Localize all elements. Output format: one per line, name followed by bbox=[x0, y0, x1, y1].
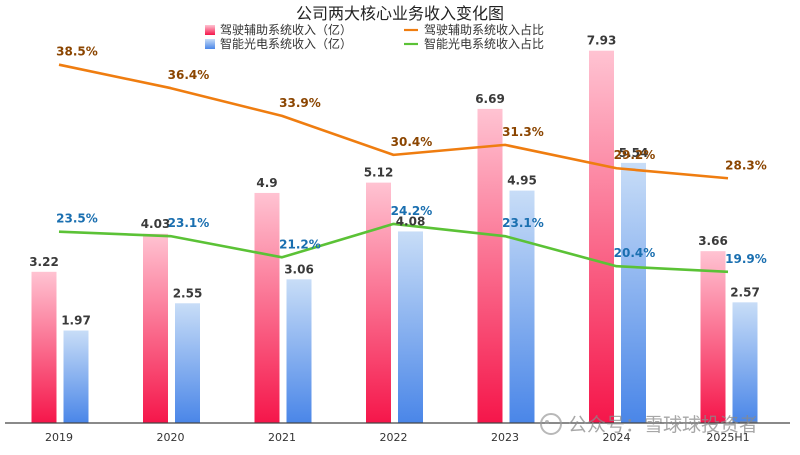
line-label-series1-2025H1: 28.3% bbox=[725, 158, 767, 172]
line-label-series2-2024: 20.4% bbox=[614, 246, 656, 260]
bar-label-series1-2024: 7.93 bbox=[587, 34, 617, 48]
legend: 驾驶辅助系统收入（亿） 智能光电系统收入（亿） 驾驶辅助系统收入占比 智能光电系… bbox=[205, 22, 544, 51]
bar-series2-2021 bbox=[286, 279, 312, 423]
bar-series1-2023 bbox=[477, 108, 503, 424]
data-labels-layer: 3.22 4.03 4.9 5.12 6.69 7.93 3.66 1.97 2.55 3.06 4… bbox=[29, 34, 767, 328]
bar-label-series1-2022: 5.12 bbox=[364, 166, 394, 180]
line-label-series2-2022: 24.2% bbox=[391, 204, 433, 218]
bar-label-series2-2020: 2.55 bbox=[173, 286, 203, 300]
lines-layer bbox=[58, 63, 729, 274]
bar-label-series1-2019: 3.22 bbox=[29, 255, 59, 269]
watermark-logo-icon bbox=[540, 413, 562, 435]
watermark: 公众号：雪球球投资者 bbox=[540, 413, 758, 436]
bar-label-series1-2025H1: 3.66 bbox=[698, 234, 728, 248]
bar-label-series2-2019: 1.97 bbox=[61, 314, 91, 328]
line-label-series2-2020: 23.1% bbox=[168, 216, 210, 230]
x-axis: 2019 2020 2021 2022 2023 2024 2025H1 bbox=[5, 422, 790, 444]
bar-series2-2020 bbox=[175, 303, 200, 423]
line-label-series2-2021: 21.2% bbox=[279, 237, 321, 251]
line-label-series1-2023: 31.3% bbox=[502, 125, 544, 139]
bars-layer bbox=[31, 50, 758, 424]
bar-series2-2022 bbox=[398, 231, 423, 423]
line-series1 bbox=[58, 63, 729, 180]
legend-swatch-bar1 bbox=[205, 25, 215, 35]
bar-series2-2023 bbox=[509, 190, 535, 423]
line-label-series2-2023: 23.1% bbox=[502, 216, 544, 230]
bar-series1-2022 bbox=[366, 182, 391, 423]
bar-label-series2-2021: 3.06 bbox=[284, 262, 314, 276]
x-tick-2021: 2021 bbox=[268, 431, 296, 444]
bar-series2-2024 bbox=[621, 162, 646, 423]
watermark-text: 公众号：雪球球投资者 bbox=[568, 414, 758, 436]
x-tick-2020: 2020 bbox=[157, 431, 185, 444]
x-tick-2024: 2024 bbox=[603, 431, 631, 444]
x-tick-2019: 2019 bbox=[45, 431, 73, 444]
bar-series1-2025H1 bbox=[700, 251, 726, 423]
line-series2 bbox=[58, 222, 729, 274]
bar-series2-2019 bbox=[63, 330, 89, 423]
watermark-logo-dot-icon bbox=[545, 420, 549, 424]
bar-series1-2021 bbox=[254, 192, 280, 423]
bar-label-series2-2024: 5.54 bbox=[619, 146, 649, 160]
line-label-series1-2020: 36.4% bbox=[168, 68, 210, 82]
line-label-series1-2019: 38.5% bbox=[56, 45, 98, 59]
bar-series1-2020 bbox=[143, 233, 168, 423]
line-label-series1-2024: 29.2% bbox=[614, 148, 656, 162]
legend-label-line2: 智能光电系统收入占比 bbox=[424, 36, 544, 51]
bar-series2-2025H1 bbox=[732, 302, 758, 423]
bar-label-series2-2023: 4.95 bbox=[507, 174, 537, 188]
legend-label-bar1: 驾驶辅助系统收入（亿） bbox=[220, 22, 352, 37]
legend-label-line1: 驾驶辅助系统收入占比 bbox=[424, 22, 544, 37]
bar-label-series1-2020: 4.03 bbox=[141, 217, 171, 231]
bar-label-series2-2025H1: 2.57 bbox=[730, 285, 760, 299]
line-label-series1-2021: 33.9% bbox=[279, 96, 321, 110]
bar-label-series1-2023: 6.69 bbox=[475, 92, 505, 106]
bar-series1-2019 bbox=[31, 271, 57, 423]
bar-label-series1-2021: 4.9 bbox=[256, 176, 277, 190]
bar-series1-2024 bbox=[589, 50, 614, 424]
x-tick-2022: 2022 bbox=[380, 431, 408, 444]
legend-swatch-bar2 bbox=[205, 39, 215, 49]
legend-label-bar2: 智能光电系统收入（亿） bbox=[220, 36, 352, 51]
line-label-series2-2025H1: 19.9% bbox=[725, 252, 767, 266]
line-label-series2-2019: 23.5% bbox=[56, 212, 98, 226]
bar-label-series2-2022: 4.08 bbox=[396, 214, 426, 228]
x-tick-2023: 2023 bbox=[491, 431, 519, 444]
x-tick-2025H1: 2025H1 bbox=[706, 431, 749, 444]
line-label-series1-2022: 30.4% bbox=[391, 135, 433, 149]
chart-title: 公司两大核心业务收入变化图 bbox=[296, 4, 504, 23]
